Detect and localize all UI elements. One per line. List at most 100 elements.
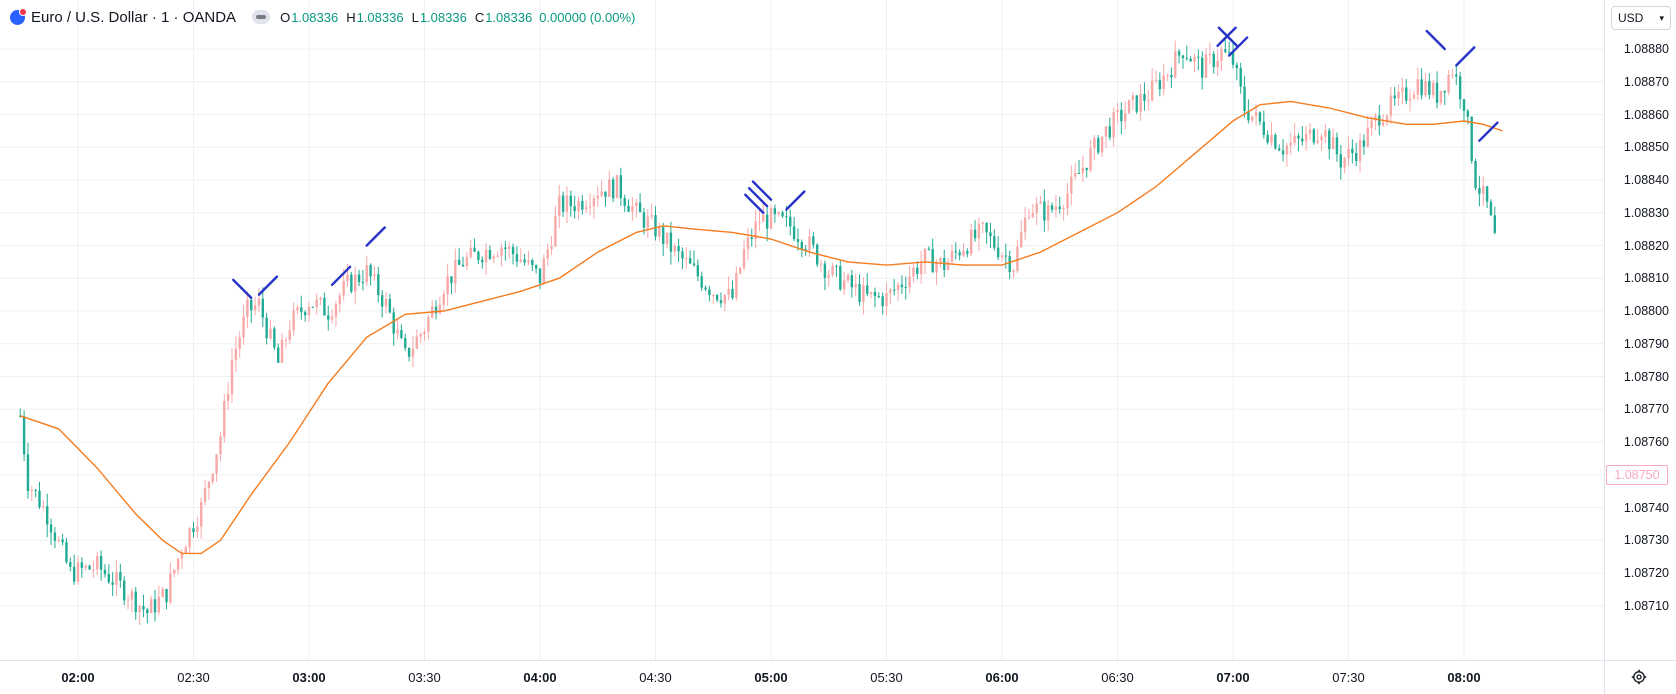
- candle: [57, 535, 60, 544]
- candle: [773, 204, 777, 223]
- time-tick-label: 08:00: [1447, 670, 1481, 685]
- symbol-legend[interactable]: Euro / U.S. Dollar · 1 · OANDA O 1.08336 …: [10, 6, 635, 28]
- candle: [900, 275, 904, 294]
- candle: [1270, 122, 1273, 147]
- candle: [1462, 98, 1466, 123]
- candle: [973, 220, 977, 242]
- drawing-stroke[interactable]: [232, 278, 253, 300]
- chevron-down-icon: ▾: [1659, 12, 1664, 23]
- drawing-stroke[interactable]: [1217, 26, 1239, 47]
- eye-icon[interactable]: [252, 10, 271, 24]
- candle: [457, 247, 461, 266]
- candle: [800, 239, 803, 258]
- drawing-stroke[interactable]: [1425, 29, 1446, 51]
- candle: [1420, 68, 1423, 100]
- candle: [1177, 49, 1181, 64]
- time-scale[interactable]: 02:00 02:30 03:00 03:30 04:00 04:30 05:00 05:30…: [0, 660, 1604, 694]
- candle: [619, 167, 623, 207]
- candle: [1077, 160, 1081, 174]
- candle: [1281, 139, 1285, 162]
- candle: [650, 203, 653, 220]
- price-scale[interactable]: USD ▾ 1.08880 1.08870 1.08860 1.08850 1.0884…: [1604, 0, 1676, 660]
- candle: [669, 221, 673, 265]
- candle: [146, 607, 149, 624]
- candle: [284, 337, 288, 349]
- candle: [153, 590, 157, 622]
- drawing-stroke[interactable]: [365, 226, 386, 247]
- candle: [1062, 204, 1065, 221]
- drawing-stroke[interactable]: [747, 186, 769, 208]
- drawing-stroke[interactable]: [1455, 46, 1476, 67]
- drawing-stroke[interactable]: [1227, 36, 1249, 57]
- candle: [735, 266, 738, 302]
- candle: [1451, 68, 1454, 79]
- drawing-stroke[interactable]: [330, 265, 352, 286]
- candle: [1301, 126, 1304, 146]
- candle: [215, 453, 218, 482]
- candle: [731, 280, 734, 300]
- currency-button[interactable]: USD ▾: [1611, 6, 1671, 30]
- candle: [889, 287, 892, 305]
- candle: [723, 294, 726, 312]
- candle: [69, 557, 72, 572]
- candle: [300, 295, 303, 320]
- candle: [423, 328, 426, 341]
- candle: [123, 576, 126, 605]
- candle: [130, 588, 134, 613]
- candle: [792, 216, 796, 242]
- candle: [823, 260, 827, 291]
- candle: [1058, 196, 1061, 214]
- drawing-stroke[interactable]: [785, 190, 806, 211]
- price-tick-label: 1.08840: [1623, 173, 1669, 187]
- candle: [565, 186, 569, 224]
- chart-pane[interactable]: Euro / U.S. Dollar · 1 · OANDA O 1.08336 …: [0, 0, 1604, 660]
- candle: [789, 209, 792, 236]
- drawing-stroke[interactable]: [744, 193, 765, 214]
- candle: [662, 222, 665, 257]
- candle: [931, 238, 934, 273]
- candle: [1050, 202, 1054, 213]
- drawing-stroke[interactable]: [751, 180, 773, 201]
- candle: [42, 499, 45, 510]
- candle: [962, 242, 965, 258]
- candle: [954, 242, 957, 260]
- candle: [673, 243, 676, 257]
- drawing-stroke[interactable]: [1478, 121, 1499, 142]
- candle: [1166, 73, 1169, 81]
- time-tick-label: 07:00: [1216, 670, 1250, 685]
- candle: [1100, 136, 1104, 157]
- drawing-stroke[interactable]: [257, 275, 279, 296]
- candle: [846, 272, 850, 283]
- candle: [869, 291, 873, 299]
- candlestick-chart[interactable]: [0, 0, 1604, 660]
- candle: [1197, 49, 1200, 71]
- candle: [777, 211, 780, 217]
- gear-icon[interactable]: [1631, 669, 1647, 685]
- candle: [173, 569, 176, 578]
- candle: [442, 290, 445, 311]
- candle: [1000, 252, 1004, 262]
- chart-settings-corner[interactable]: [1604, 660, 1676, 694]
- candle: [1097, 135, 1100, 155]
- candle: [1312, 127, 1316, 145]
- candle: [1112, 107, 1115, 147]
- candle: [330, 309, 334, 324]
- candle: [688, 250, 692, 265]
- candle: [754, 209, 757, 249]
- candle: [307, 301, 311, 322]
- price-tick-label: 1.08760: [1623, 435, 1669, 449]
- time-tick-label: 02:00: [61, 670, 95, 685]
- candle: [1039, 195, 1042, 205]
- candle: [885, 283, 888, 316]
- candle: [1004, 243, 1008, 269]
- candle: [188, 527, 191, 553]
- crosshair-price-label: 1.08750: [1606, 464, 1668, 485]
- drawings[interactable]: [232, 26, 1499, 300]
- candle: [99, 550, 103, 581]
- candle: [369, 263, 372, 286]
- grid: [0, 0, 1604, 660]
- candle: [407, 347, 411, 362]
- candle: [1397, 84, 1400, 106]
- symbol-title[interactable]: Euro / U.S. Dollar · 1 · OANDA: [31, 8, 237, 26]
- candle: [819, 260, 823, 273]
